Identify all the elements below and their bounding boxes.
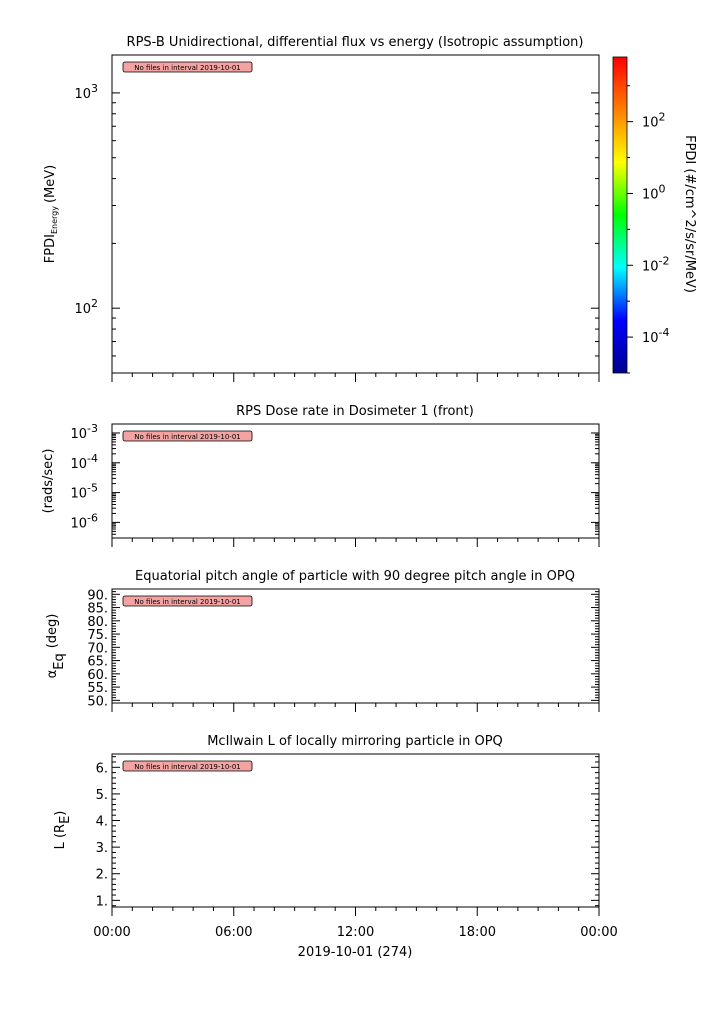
x-tick-label: 00:00 <box>93 925 130 940</box>
y-tick-label: 5. <box>96 788 108 803</box>
y-axis-label: L (RE) <box>53 811 73 850</box>
y-tick-label: 10-4 <box>70 452 98 472</box>
panel-pitch-angle: Equatorial pitch angle of particle with … <box>45 569 600 712</box>
x-axis <box>111 538 600 547</box>
no-data-message: No files in interval 2019-10-01 <box>122 595 253 607</box>
y-tick-label: 65. <box>87 655 108 670</box>
y-axis-label: (rads/sec) <box>41 449 56 514</box>
y-tick-label: 2. <box>96 868 108 883</box>
colorbar-tick-label: 100 <box>642 182 666 202</box>
panel-title: Equatorial pitch angle of particle with … <box>135 569 575 584</box>
time-axis-labels: 00:00 06:00 12:00 18:00 00:00 <box>93 925 617 940</box>
colorbar-label: FPDI (#/cm^2/s/sr/MeV) <box>682 135 697 293</box>
y-tick-label: 55. <box>87 681 108 696</box>
panel-mcilwain-l: McIlwain L of locally mirroring particle… <box>53 734 600 916</box>
x-axis <box>111 907 600 916</box>
x-axis-label: 2019-10-01 (274) <box>298 945 413 960</box>
svg-text:No files in interval 2019-10-0: No files in interval 2019-10-01 <box>134 64 240 72</box>
y-tick-label: 75. <box>87 628 108 643</box>
y-tick-label: 102 <box>74 297 98 317</box>
y-tick-label: 10-5 <box>70 482 98 502</box>
y-tick-label: 10-6 <box>70 511 98 531</box>
panel-title: RPS-B Unidirectional, differential flux … <box>127 35 584 50</box>
y-axis: 1. 2. 3. 4. 5. 6. <box>96 756 599 909</box>
y-tick-label: 103 <box>74 82 98 102</box>
y-axis-label: αEq(deg) <box>45 614 67 679</box>
panel-flux-spectrogram: RPS-B Unidirectional, differential flux … <box>43 35 697 382</box>
colorbar-tick-label: 10-2 <box>642 254 670 274</box>
y-tick-label: 6. <box>96 761 108 776</box>
no-data-message: No files in interval 2019-10-01 <box>122 61 253 73</box>
y-tick-label: 85. <box>87 602 108 617</box>
y-tick-label: 80. <box>87 615 108 630</box>
y-tick-label: 60. <box>87 668 108 683</box>
panel-dose-rate: RPS Dose rate in Dosimeter 1 (front) 10-… <box>41 404 600 547</box>
y-tick-label: 1. <box>96 894 108 909</box>
x-tick-label: 12:00 <box>337 925 374 940</box>
colorbar-gradient <box>612 56 628 374</box>
svg-text:No files in interval 2019-10-0: No files in interval 2019-10-01 <box>134 598 240 606</box>
y-tick-label: 4. <box>96 815 108 830</box>
y-tick-label: 70. <box>87 641 108 656</box>
no-data-message: No files in interval 2019-10-01 <box>122 430 253 442</box>
colorbar-ticks: 10-4 10-2 100 102 <box>627 85 670 374</box>
svg-text:No files in interval 2019-10-0: No files in interval 2019-10-01 <box>134 763 240 771</box>
panel-title: RPS Dose rate in Dosimeter 1 (front) <box>236 404 474 419</box>
y-axis: 102 103 <box>74 82 599 374</box>
colorbar-tick-label: 10-4 <box>642 326 670 346</box>
no-data-message: No files in interval 2019-10-01 <box>122 760 253 772</box>
x-axis <box>111 373 600 382</box>
y-axis-label: FPDIEnergy(MeV) <box>43 165 59 263</box>
y-tick-label: 10-3 <box>70 422 98 442</box>
y-axis: 10-6 10-5 10-4 10-3 <box>70 422 599 539</box>
colorbar-tick-label: 102 <box>642 111 666 131</box>
plot-frame <box>111 54 600 374</box>
x-tick-label: 06:00 <box>215 925 252 940</box>
x-axis <box>111 703 600 712</box>
plot-frame <box>111 753 600 908</box>
y-axis: 50.55.60.65.70.75.80.85.90. <box>87 588 599 709</box>
colorbar: 10-4 10-2 100 102 FPDI (#/cm^2/s/sr/MeV) <box>612 56 697 374</box>
y-tick-label: 3. <box>96 841 108 856</box>
x-tick-label: 00:00 <box>580 925 617 940</box>
svg-text:No files in interval 2019-10-0: No files in interval 2019-10-01 <box>134 433 240 441</box>
y-tick-label: 50. <box>87 694 108 709</box>
panel-title: McIlwain L of locally mirroring particle… <box>207 734 503 749</box>
y-tick-label: 90. <box>87 588 108 603</box>
x-tick-label: 18:00 <box>459 925 496 940</box>
